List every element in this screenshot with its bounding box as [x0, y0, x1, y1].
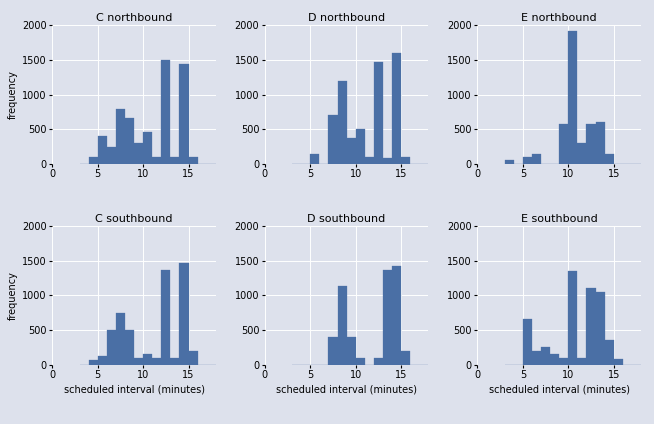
- Y-axis label: frequency: frequency: [8, 271, 18, 320]
- Bar: [604, 153, 613, 164]
- Bar: [559, 358, 568, 365]
- X-axis label: scheduled interval (minutes): scheduled interval (minutes): [489, 385, 630, 394]
- Bar: [523, 157, 532, 164]
- Bar: [143, 132, 152, 164]
- Bar: [374, 62, 383, 164]
- Bar: [568, 271, 577, 365]
- Bar: [337, 287, 347, 365]
- Bar: [116, 109, 125, 164]
- Bar: [134, 143, 143, 164]
- Bar: [568, 31, 577, 164]
- Bar: [152, 157, 162, 164]
- Bar: [107, 147, 116, 164]
- Title: C southbound: C southbound: [95, 214, 173, 224]
- Title: E southbound: E southbound: [521, 214, 598, 224]
- Bar: [143, 354, 152, 365]
- Bar: [125, 117, 134, 164]
- Bar: [162, 271, 171, 365]
- Bar: [356, 358, 365, 365]
- Bar: [577, 358, 587, 365]
- Bar: [171, 358, 179, 365]
- Bar: [188, 157, 198, 164]
- Bar: [107, 330, 116, 365]
- Bar: [383, 158, 392, 164]
- Bar: [365, 157, 374, 164]
- Bar: [613, 359, 623, 365]
- Bar: [401, 351, 410, 365]
- Bar: [116, 313, 125, 365]
- Bar: [383, 271, 392, 365]
- Bar: [401, 157, 410, 164]
- Bar: [179, 263, 188, 365]
- Bar: [596, 292, 604, 365]
- Bar: [596, 123, 604, 164]
- Bar: [356, 129, 365, 164]
- Bar: [559, 124, 568, 164]
- Bar: [152, 358, 162, 365]
- Title: E northbound: E northbound: [521, 13, 597, 23]
- Bar: [550, 354, 559, 365]
- Bar: [171, 157, 179, 164]
- Bar: [587, 124, 596, 164]
- X-axis label: scheduled interval (minutes): scheduled interval (minutes): [63, 385, 205, 394]
- Bar: [97, 356, 107, 365]
- Bar: [532, 351, 541, 365]
- Bar: [577, 143, 587, 164]
- Title: C northbound: C northbound: [96, 13, 172, 23]
- Title: D northbound: D northbound: [308, 13, 385, 23]
- Title: D southbound: D southbound: [307, 214, 386, 224]
- X-axis label: scheduled interval (minutes): scheduled interval (minutes): [276, 385, 417, 394]
- Bar: [125, 330, 134, 365]
- Bar: [188, 351, 198, 365]
- Bar: [347, 337, 356, 365]
- Bar: [523, 319, 532, 365]
- Bar: [392, 266, 401, 365]
- Bar: [328, 337, 337, 365]
- Bar: [604, 340, 613, 365]
- Bar: [587, 288, 596, 365]
- Bar: [89, 157, 97, 164]
- Y-axis label: frequency: frequency: [8, 70, 18, 119]
- Bar: [310, 153, 319, 164]
- Bar: [392, 53, 401, 164]
- Bar: [89, 360, 97, 365]
- Bar: [541, 347, 550, 365]
- Bar: [162, 60, 171, 164]
- Bar: [532, 153, 541, 164]
- Bar: [337, 81, 347, 164]
- Bar: [505, 160, 514, 164]
- Bar: [97, 136, 107, 164]
- Bar: [347, 137, 356, 164]
- Bar: [134, 358, 143, 365]
- Bar: [374, 358, 383, 365]
- Bar: [328, 115, 337, 164]
- Bar: [179, 64, 188, 164]
